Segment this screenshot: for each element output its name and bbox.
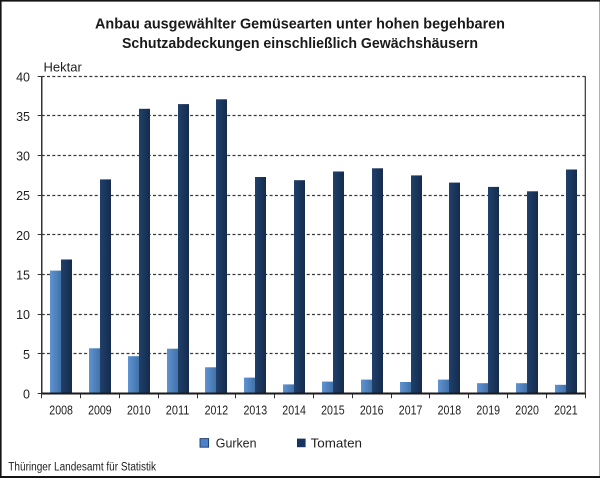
svg-text:2013: 2013 bbox=[244, 404, 268, 418]
svg-text:2016: 2016 bbox=[360, 404, 384, 418]
svg-text:2014: 2014 bbox=[282, 404, 306, 418]
svg-text:0: 0 bbox=[23, 388, 30, 402]
svg-text:20: 20 bbox=[16, 229, 30, 243]
svg-text:25: 25 bbox=[16, 189, 30, 203]
svg-text:2009: 2009 bbox=[88, 404, 112, 418]
svg-text:2011: 2011 bbox=[166, 404, 190, 418]
svg-text:2020: 2020 bbox=[515, 404, 539, 418]
svg-text:Schutzabdeckungen einschließli: Schutzabdeckungen einschließlich Gewächs… bbox=[122, 35, 478, 52]
svg-text:2017: 2017 bbox=[399, 404, 423, 418]
svg-text:2018: 2018 bbox=[438, 404, 462, 418]
svg-text:15: 15 bbox=[16, 269, 30, 283]
svg-text:40: 40 bbox=[16, 70, 30, 84]
svg-text:10: 10 bbox=[16, 308, 30, 322]
svg-text:2012: 2012 bbox=[205, 404, 229, 418]
svg-text:2008: 2008 bbox=[49, 404, 73, 418]
svg-text:30: 30 bbox=[16, 150, 30, 164]
svg-text:2019: 2019 bbox=[476, 404, 500, 418]
svg-text:Thüringer Landesamt für Statis: Thüringer Landesamt für Statistik bbox=[8, 462, 156, 474]
svg-text:35: 35 bbox=[16, 110, 30, 124]
svg-text:Anbau ausgewählter Gemüsearten: Anbau ausgewählter Gemüsearten unter hoh… bbox=[95, 16, 505, 33]
svg-text:Gurken: Gurken bbox=[216, 437, 257, 451]
svg-text:5: 5 bbox=[23, 348, 30, 362]
svg-text:Hektar: Hektar bbox=[44, 60, 83, 75]
svg-text:2021: 2021 bbox=[554, 404, 578, 418]
svg-text:Tomaten: Tomaten bbox=[311, 437, 362, 451]
svg-text:2010: 2010 bbox=[127, 404, 151, 418]
svg-text:2015: 2015 bbox=[321, 404, 345, 418]
